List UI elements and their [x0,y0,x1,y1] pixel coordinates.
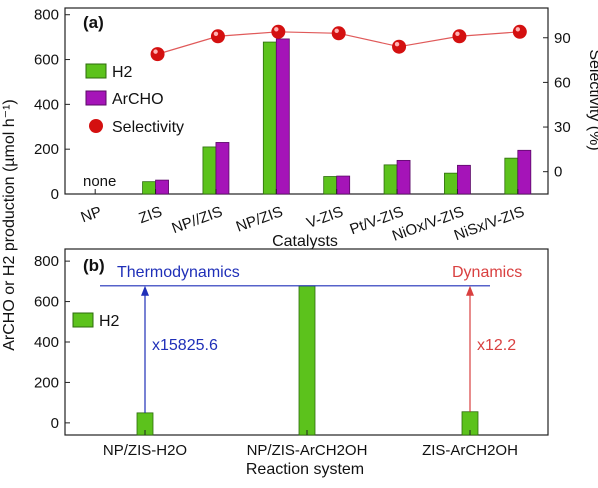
a-ytick-label: 200 [34,141,59,158]
a-ytick-label: 600 [34,52,59,69]
bar-h2 [202,146,217,195]
legend-archo-label: ArCHO [112,91,164,108]
thermo-arrow-head [141,285,149,296]
a-category-label: NiSx/V-ZIS [452,203,527,244]
selectivity-point [210,29,225,44]
selectivity-point-highlight [334,28,339,33]
dynamics-factor-label: x12.2 [477,337,516,354]
panel-a-x-axis-title: Catalysts [272,233,338,250]
b-category-label: ZIS-ArCH2OH [422,442,518,459]
panel-a-selectivity [150,24,527,62]
a-ytick-label: 400 [34,96,59,113]
legend-selectivity-label: Selectivity [112,119,184,136]
a-category-label: NP [79,203,104,226]
a-category-label: NP//ZIS [170,203,225,237]
bar-archo [215,142,230,195]
a-category-label: NP/ZIS [234,203,285,236]
bar-archo [517,149,532,195]
selectivity-point [452,29,467,44]
panel-a-frame [64,7,549,195]
panel-b-x-axis-title: Reaction system [246,461,364,478]
selectivity-point [512,24,527,39]
panel-b-y-ticks: 0 200 400 600 800 [34,253,70,432]
legend-archo-swatch [85,90,107,106]
panel-a-y2-ticks: 0 30 60 90 [543,30,571,181]
bar-archo [457,164,471,195]
a-ytick-label: 800 [34,7,59,24]
panel-a-y-ticks: 0 200 400 600 800 [34,7,70,203]
b-ytick-label: 800 [34,253,59,270]
panel-a-y2-axis-title: Selectivity (%) [586,49,598,150]
panel-a-label: (a) [83,13,104,32]
selectivity-point [331,26,346,41]
bar-h2 [504,157,519,195]
bar-archo [396,159,411,195]
b-ytick-label: 600 [34,294,59,311]
selectivity-point [150,47,165,62]
shared-y-axis-title: ArCHO or H2 production (µmol h⁻¹) [1,99,18,351]
bar-h2 [323,176,338,195]
bar-h2 [298,285,316,436]
selectivity-point [392,39,407,54]
bar-archo [155,179,169,195]
panel-b-legend: H2 [72,312,120,330]
a-y2tick-label: 60 [554,74,571,91]
selectivity-point [271,24,286,39]
legend-b-h2-swatch [72,312,94,328]
a-y2tick-label: 90 [554,30,571,47]
b-ytick-label: 200 [34,374,59,391]
legend-b-h2-label: H2 [99,313,120,330]
panel-b: (b) 0 200 400 600 800 NP/ZIS-H2O NP/ZIS-ArCH2… [34,248,549,478]
a-category-label: V-ZIS [304,203,345,232]
b-ytick-label: 0 [51,415,59,432]
a-ytick-label: 0 [51,186,59,203]
panel-a-bars [142,38,532,195]
bar-h2 [142,181,156,195]
selectivity-point-highlight [455,31,460,36]
none-annotation: none [83,173,116,190]
selectivity-point-highlight [153,49,158,54]
bar-h2 [444,172,458,195]
selectivity-point-highlight [213,31,219,36]
bar-h2 [262,41,277,195]
thermodynamics-label: Thermodynamics [117,264,240,281]
bar-archo [336,175,351,195]
legend-h2-label: H2 [112,64,133,81]
selectivity-point-highlight [394,41,400,47]
panel-b-bars [136,285,479,436]
dynamics-label: Dynamics [452,264,522,281]
dynamics-arrow-head [466,285,474,296]
selectivity-point-highlight [274,27,279,32]
thermo-factor-label: x15825.6 [152,337,218,354]
panel-a-legend: H2 ArCHO Selectivity [85,63,184,136]
legend-h2-swatch [85,63,107,79]
panel-b-category-labels: NP/ZIS-H2O NP/ZIS-ArCH2OH ZIS-ArCH2OH [103,430,518,459]
panel-a: (a) 0 200 400 600 800 0 30 60 90 NP ZIS NP//ZIS NP… [34,7,598,250]
panel-b-annotations: Thermodynamics x15825.6 Dynamics x12.2 [100,264,522,413]
bar-archo [275,38,290,195]
b-category-label: NP/ZIS-H2O [103,442,187,459]
a-category-label: ZIS [137,203,165,227]
selectivity-point-highlight [515,27,521,32]
a-y2tick-label: 0 [554,164,562,181]
panel-b-label: (b) [83,256,105,275]
b-ytick-label: 400 [34,334,59,351]
a-y2tick-label: 30 [554,119,571,136]
bar-h2 [383,164,398,195]
legend-selectivity-marker [89,119,103,133]
b-category-label: NP/ZIS-ArCH2OH [247,442,368,459]
